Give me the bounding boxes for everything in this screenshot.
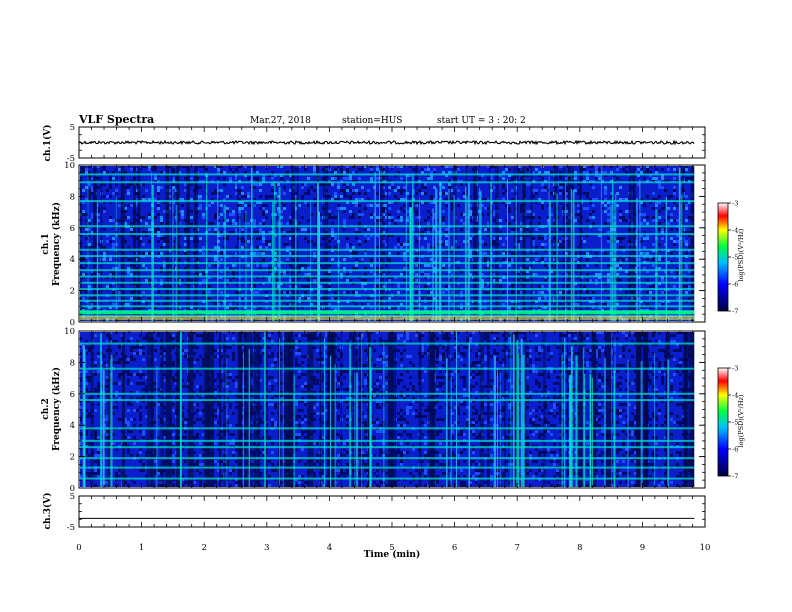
x-tick-label: 4 [327, 543, 332, 553]
y-tick-label: 10 [64, 161, 75, 171]
x-tick-label: 7 [514, 543, 519, 553]
x-tick-label: 8 [577, 543, 582, 553]
colorbar-tick-label: -3 [732, 365, 738, 373]
y-tick-label: 0 [70, 318, 75, 328]
x-tick-label: 3 [264, 543, 269, 553]
time-axis: 0 1 2 3 4 5 6 7 8 9 10 [76, 543, 710, 553]
colorbar-tick-label: -4 [732, 392, 738, 400]
header-station: station=HUS [342, 116, 402, 126]
y-tick-label: 4 [70, 255, 75, 265]
ch1-voltage-panel: 5 -5 [67, 123, 706, 164]
y-tick-label: 2 [70, 453, 75, 463]
x-tick-label: 9 [640, 543, 645, 553]
x-tick-label: 10 [700, 543, 711, 553]
ch1-voltage-ylabel: ch.1(V) [42, 125, 53, 162]
figure-title: VLF Spectra [78, 113, 154, 126]
header-date: Mar.27, 2018 [250, 116, 311, 126]
header-start: start UT = 3 : 20: 2 [437, 116, 526, 126]
ch2-spectrogram-panel: 0 2 4 6 8 10 [64, 327, 706, 494]
ch3-voltage-ylabel: ch.3(V) [42, 493, 53, 530]
ch1-spec-ylabel-2: Frequency (kHz) [51, 202, 62, 286]
x-tick-label: 6 [452, 543, 457, 553]
colorbar-tick-label: -7 [732, 473, 738, 481]
colorbar-tick-label: -7 [732, 308, 738, 316]
ch2-spec-ylabel-2: Frequency (kHz) [51, 367, 62, 451]
y-tick-label: 5 [70, 123, 75, 133]
y-tick-label: 6 [70, 224, 75, 234]
ch2-colorbar: -3 -4 -5 -6 -7 [717, 365, 738, 481]
ch2-spec-ylabel-1: ch.2 [41, 398, 51, 419]
colorbar-scale [717, 367, 729, 477]
y-tick-label: 2 [70, 287, 75, 297]
colorbar-tick-label: -5 [732, 254, 738, 262]
ch1-spec-ylabel-1: ch.1 [41, 233, 51, 254]
y-tick-label: 4 [70, 421, 75, 431]
y-tick-label: 5 [70, 492, 75, 502]
ch1-colorbar: -3 -4 -5 -6 -7 [717, 200, 738, 316]
colorbar-tick-label: -3 [732, 200, 738, 208]
time-axis-label: Time (min) [364, 549, 421, 560]
x-tick-label: 5 [389, 543, 394, 553]
y-tick-label: 0 [70, 484, 75, 494]
spectrogram-image [80, 332, 695, 487]
spectrogram-image [80, 166, 695, 321]
x-tick-label: 0 [76, 543, 81, 553]
y-tick-label: -5 [67, 523, 75, 533]
x-tick-label: 1 [139, 543, 144, 553]
ch2-colorbar-label: log(PSD)(V²/Hz) [737, 394, 745, 447]
colorbar-tick-label: -4 [732, 227, 738, 235]
colorbar-tick-label: -6 [732, 281, 738, 289]
x-tick-label: 2 [201, 543, 206, 553]
ch1-voltage-trace [78, 139, 695, 146]
y-tick-label: 8 [70, 192, 75, 202]
ch3-voltage-panel: 5 -5 [67, 492, 706, 533]
y-tick-label: -5 [67, 154, 75, 164]
y-tick-label: 8 [70, 358, 75, 368]
ch1-spectrogram-panel: 0 2 4 6 8 10 [64, 161, 706, 328]
colorbar-tick-label: -6 [732, 446, 738, 454]
colorbar-tick-label: -5 [732, 419, 738, 427]
y-tick-label: 6 [70, 390, 75, 400]
y-tick-label: 10 [64, 327, 75, 337]
ch1-colorbar-label: log(PSD)(V²/Hz) [737, 228, 745, 281]
colorbar-scale [717, 202, 729, 312]
